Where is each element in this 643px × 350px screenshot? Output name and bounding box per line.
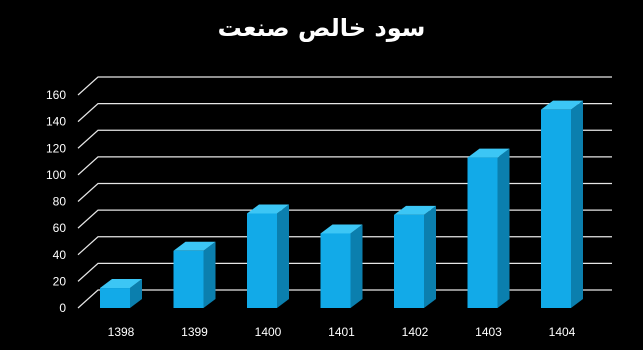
y-tick-label: 100 <box>46 168 66 182</box>
x-tick-label: 1404 <box>549 325 576 339</box>
gridlines <box>77 76 612 309</box>
bar-front <box>247 213 277 308</box>
bar <box>541 100 583 308</box>
bar <box>173 241 216 308</box>
chart-title: سود خالص صنعت <box>217 14 426 42</box>
x-axis-ticks: 1398 1399 1400 1401 1402 1403 1404 <box>108 325 576 339</box>
bar-front <box>467 157 498 308</box>
bar-side <box>424 205 436 308</box>
bar-front <box>320 233 351 308</box>
bar-top <box>467 148 510 158</box>
bar-front <box>173 250 204 308</box>
gridline <box>77 289 612 309</box>
bar <box>394 205 436 308</box>
bar-side <box>571 100 583 308</box>
bar-side <box>130 279 142 308</box>
bar-side <box>497 148 510 308</box>
bar-top <box>394 205 436 215</box>
y-tick-label: 160 <box>46 88 66 102</box>
x-tick-label: 1400 <box>255 325 282 339</box>
bar <box>320 224 363 308</box>
bar-front <box>394 214 424 308</box>
bar-side <box>277 204 289 308</box>
bar-top <box>541 100 583 110</box>
bar <box>100 279 142 308</box>
y-axis-ticks: 0 20 40 60 80 100 120 140 160 <box>46 88 66 315</box>
gridline <box>77 129 612 149</box>
x-tick-label: 1399 <box>181 325 208 339</box>
bar-top <box>100 279 142 289</box>
x-tick-label: 1401 <box>328 325 355 339</box>
bar-side <box>203 241 216 308</box>
x-tick-label: 1403 <box>475 325 502 339</box>
gridline <box>77 262 612 282</box>
y-tick-label: 0 <box>59 301 66 315</box>
bar-top <box>173 241 216 251</box>
y-tick-label: 20 <box>53 274 67 288</box>
bar-top <box>320 224 363 234</box>
gridline <box>77 156 612 176</box>
y-tick-label: 120 <box>46 141 66 155</box>
bar <box>467 148 510 308</box>
gridline <box>77 209 612 229</box>
y-tick-label: 140 <box>46 115 66 129</box>
y-tick-label: 80 <box>53 195 67 209</box>
gridline <box>77 236 612 256</box>
bar <box>247 204 289 308</box>
bar-top <box>247 204 289 214</box>
x-tick-label: 1398 <box>108 325 135 339</box>
gridline <box>77 76 612 96</box>
bars <box>100 100 583 308</box>
gridline <box>77 182 612 202</box>
gridline <box>77 103 612 123</box>
bar-side <box>350 224 363 308</box>
y-tick-label: 40 <box>53 248 67 262</box>
bar-front <box>541 109 571 308</box>
x-tick-label: 1402 <box>402 325 429 339</box>
y-tick-label: 60 <box>53 221 67 235</box>
bar-front <box>100 288 130 308</box>
